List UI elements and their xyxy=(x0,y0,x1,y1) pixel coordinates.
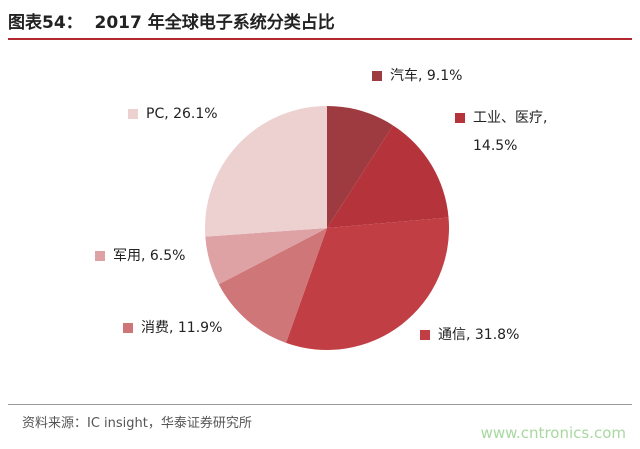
chart-title: 图表54： 2017 年全球电子系统分类占比 xyxy=(8,13,335,33)
legend-swatch xyxy=(128,109,138,119)
legend-swatch xyxy=(420,330,430,340)
data-label: PC, 26.1% xyxy=(128,100,328,128)
legend-swatch xyxy=(372,71,382,81)
label-text: 汽车, 9.1% xyxy=(390,68,463,84)
watermark: www.cntronics.com xyxy=(480,424,626,442)
title-rule xyxy=(8,38,632,40)
label-text: 消费, 11.9% xyxy=(141,320,223,336)
label-text: 工业、医疗, 14.5% xyxy=(473,110,548,154)
pie-slice xyxy=(218,228,327,343)
pie-slice xyxy=(205,106,327,237)
pie-slice xyxy=(327,106,394,228)
data-label: 汽车, 9.1% xyxy=(372,62,572,90)
pie-slice xyxy=(205,228,327,285)
source: 资料来源：IC insight，华泰证券研究所 xyxy=(22,416,252,431)
pie-slice xyxy=(327,125,449,228)
label-text: 军用, 6.5% xyxy=(113,248,186,264)
legend-swatch xyxy=(455,113,465,123)
label-text: PC, 26.1% xyxy=(146,106,218,122)
legend-swatch xyxy=(123,323,133,333)
data-label: 通信, 31.8% xyxy=(420,321,620,349)
source-rule xyxy=(8,404,632,405)
data-label: 消费, 11.9% xyxy=(123,314,323,342)
label-text: 通信, 31.8% xyxy=(438,327,520,343)
legend-swatch xyxy=(95,251,105,261)
data-label: 工业、医疗, 14.5% xyxy=(455,104,555,160)
data-label: 军用, 6.5% xyxy=(95,242,295,270)
pie-slice xyxy=(285,217,449,350)
